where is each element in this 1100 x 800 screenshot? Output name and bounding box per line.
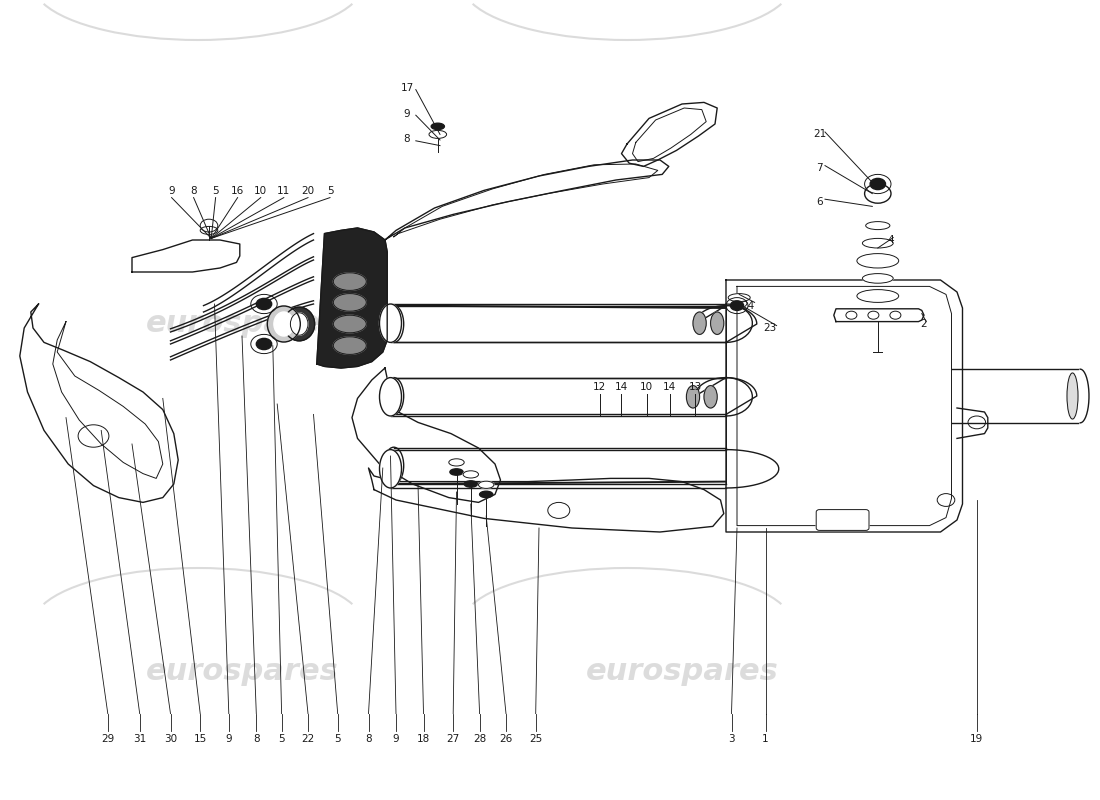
Text: 21: 21	[813, 130, 826, 139]
Polygon shape	[317, 228, 387, 368]
Polygon shape	[834, 309, 924, 322]
Text: 19: 19	[970, 734, 983, 744]
Text: eurospares: eurospares	[145, 658, 339, 686]
Circle shape	[870, 178, 886, 190]
Text: 22: 22	[301, 734, 315, 744]
Text: 10: 10	[640, 382, 653, 392]
Text: 7: 7	[816, 163, 823, 173]
Text: 8: 8	[365, 734, 372, 744]
Ellipse shape	[862, 238, 893, 248]
Text: 10: 10	[254, 186, 267, 196]
Text: 6: 6	[816, 197, 823, 206]
Ellipse shape	[1067, 373, 1078, 419]
Text: 27: 27	[447, 734, 460, 744]
Circle shape	[730, 301, 744, 310]
Text: eurospares: eurospares	[585, 310, 779, 338]
Ellipse shape	[464, 481, 477, 487]
Ellipse shape	[862, 274, 893, 283]
Text: 5: 5	[212, 186, 219, 196]
Ellipse shape	[333, 337, 366, 354]
Text: 9: 9	[226, 734, 232, 744]
Ellipse shape	[686, 386, 700, 408]
Ellipse shape	[333, 315, 366, 333]
Ellipse shape	[478, 481, 494, 488]
FancyBboxPatch shape	[816, 510, 869, 530]
Text: 14: 14	[663, 382, 676, 392]
Text: 29: 29	[101, 734, 114, 744]
Text: 5: 5	[327, 186, 333, 196]
Text: 31: 31	[133, 734, 146, 744]
Text: eurospares: eurospares	[585, 658, 779, 686]
Ellipse shape	[693, 312, 706, 334]
Ellipse shape	[711, 312, 724, 334]
Ellipse shape	[449, 459, 464, 466]
Text: 15: 15	[194, 734, 207, 744]
Text: 16: 16	[231, 186, 244, 196]
Ellipse shape	[866, 222, 890, 230]
Ellipse shape	[333, 273, 366, 290]
Text: 17: 17	[400, 83, 414, 93]
Ellipse shape	[857, 290, 899, 302]
Ellipse shape	[290, 313, 308, 335]
Text: 9: 9	[404, 109, 410, 118]
Text: 14: 14	[615, 382, 628, 392]
Ellipse shape	[463, 470, 478, 478]
Text: 8: 8	[190, 186, 197, 196]
Text: 24: 24	[741, 301, 755, 310]
Text: 9: 9	[393, 734, 399, 744]
Ellipse shape	[480, 491, 493, 498]
Ellipse shape	[379, 304, 401, 342]
Text: eurospares: eurospares	[145, 310, 339, 338]
Ellipse shape	[379, 450, 401, 488]
Polygon shape	[726, 280, 962, 532]
Ellipse shape	[429, 130, 447, 138]
Text: 5: 5	[278, 734, 285, 744]
Text: 9: 9	[168, 186, 175, 196]
Ellipse shape	[450, 469, 463, 475]
Circle shape	[256, 338, 272, 350]
Ellipse shape	[284, 307, 315, 341]
Text: 11: 11	[277, 186, 290, 196]
Ellipse shape	[431, 123, 444, 130]
Text: 3: 3	[728, 734, 735, 744]
Text: 23: 23	[763, 323, 777, 333]
Text: 8: 8	[404, 134, 410, 144]
Text: 4: 4	[888, 235, 894, 245]
Text: 26: 26	[499, 734, 513, 744]
Circle shape	[548, 502, 570, 518]
Text: 20: 20	[301, 186, 315, 196]
Text: 25: 25	[529, 734, 542, 744]
Text: 12: 12	[593, 382, 606, 392]
Text: 18: 18	[417, 734, 430, 744]
Ellipse shape	[267, 306, 300, 342]
Text: 1: 1	[762, 734, 769, 744]
Text: 30: 30	[164, 734, 177, 744]
Ellipse shape	[379, 378, 401, 416]
Ellipse shape	[274, 312, 294, 336]
Text: 5: 5	[334, 734, 341, 744]
Ellipse shape	[704, 386, 717, 408]
Text: 8: 8	[253, 734, 260, 744]
Ellipse shape	[728, 294, 750, 302]
Ellipse shape	[333, 294, 366, 311]
Text: 2: 2	[921, 319, 927, 329]
Text: 13: 13	[689, 382, 702, 392]
Circle shape	[256, 298, 272, 310]
Text: 28: 28	[473, 734, 486, 744]
Circle shape	[865, 184, 891, 203]
Ellipse shape	[857, 254, 899, 268]
